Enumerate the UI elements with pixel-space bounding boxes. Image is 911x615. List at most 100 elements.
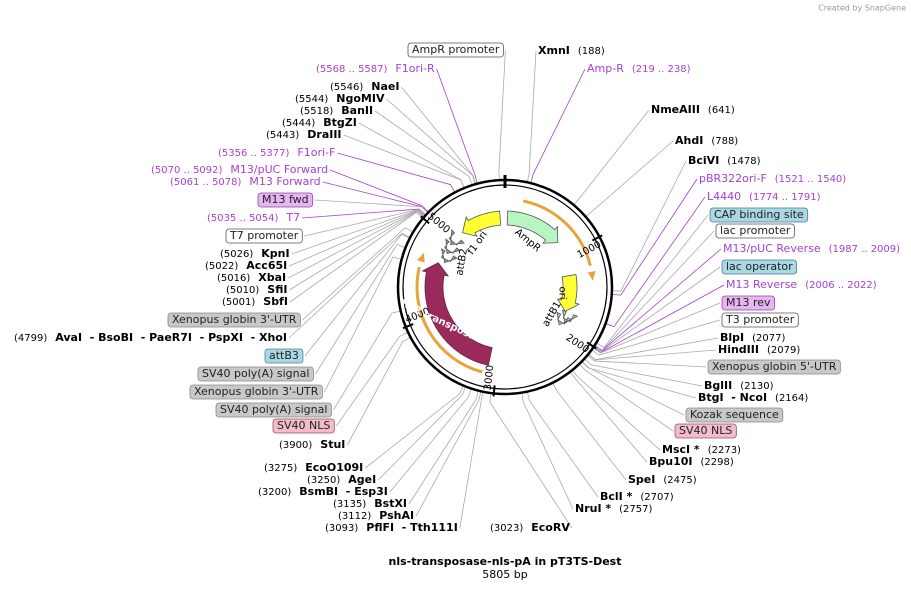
map-label: (5518) BanII xyxy=(300,104,373,117)
label-name: BlpI xyxy=(720,331,744,344)
orf-arrow xyxy=(417,252,425,263)
map-label: NruI * (2757) xyxy=(575,502,652,515)
label-position: (3200) xyxy=(258,487,291,498)
label-name: HindIII xyxy=(718,343,759,356)
leader-line xyxy=(337,152,455,192)
feature-arrow xyxy=(556,274,581,312)
leader-line xyxy=(489,394,573,529)
map-label: (5001) SbfI xyxy=(222,295,288,308)
map-label: (3023) EcoRV xyxy=(490,521,570,534)
label-position: (2475) xyxy=(663,475,696,486)
leader-line xyxy=(322,181,428,213)
leader-line xyxy=(530,68,586,183)
label-name: BtgI - NcoI xyxy=(698,391,767,404)
feature-arrow xyxy=(444,238,461,254)
label-position: (2130) xyxy=(740,381,773,392)
label-position: (3275) xyxy=(264,463,297,474)
label-name: M13/pUC Forward xyxy=(230,163,328,176)
label-position: (5356 .. 5377) xyxy=(218,148,290,159)
ring-tick-label: 2000 xyxy=(564,332,591,355)
label-name: M13 Reverse xyxy=(726,278,797,291)
feature-arrow xyxy=(556,311,573,326)
label-name: BstXI xyxy=(374,497,407,510)
label-name: BclI * xyxy=(600,490,633,503)
label-position: (1478) xyxy=(727,156,760,167)
leader-line xyxy=(595,248,722,352)
label-position: (5443) xyxy=(266,130,299,141)
map-label: (5035 .. 5054) T7 xyxy=(207,211,300,224)
label-position: (2707) xyxy=(640,492,673,503)
leader-line xyxy=(593,284,725,354)
label-name: XmnI xyxy=(538,44,570,57)
leader-line xyxy=(606,196,706,328)
label-position: (5444) xyxy=(282,118,315,129)
map-label: Bpu10I (2298) xyxy=(649,455,734,468)
map-label: pBR322ori-F (1521 .. 1540) xyxy=(699,172,846,185)
orf-arc xyxy=(415,266,483,374)
leader-line xyxy=(436,68,478,183)
label-name: BsmBI - Esp3I xyxy=(299,485,388,498)
label-position: (5035 .. 5054) xyxy=(207,213,279,224)
leader-line xyxy=(596,214,709,349)
map-label: BclI * (2707) xyxy=(600,490,674,503)
feature-name: Xenopus globin 5'-UTR xyxy=(712,360,837,373)
map-label: Xenopus globin 3'-UTR xyxy=(167,312,301,328)
feature-box xyxy=(407,42,504,58)
label-position: (5010) xyxy=(226,285,259,296)
label-name: EcoRV xyxy=(531,521,570,534)
leader-line xyxy=(459,392,484,529)
map-label: (3275) EcoO109I xyxy=(264,461,363,474)
map-label: (3093) PflFI - Tth111I xyxy=(325,521,458,534)
label-name: SpeI xyxy=(628,473,655,486)
label-name: DraIII xyxy=(307,128,341,141)
label-position: (3023) xyxy=(490,523,523,534)
feature-box xyxy=(189,384,323,400)
feature-box xyxy=(709,207,809,223)
leader-line xyxy=(329,169,429,212)
leader-line xyxy=(289,209,425,267)
feature-box xyxy=(264,348,304,364)
leader-line xyxy=(612,178,698,296)
map-label: Xenopus globin 5'-UTR xyxy=(707,359,841,375)
leader-line xyxy=(324,256,401,393)
leader-line xyxy=(304,233,409,357)
label-name: M13 Forward xyxy=(249,175,320,188)
map-label: M13 Reverse (2006 .. 2022) xyxy=(726,278,877,291)
label-name: MscI * xyxy=(662,443,700,456)
map-label: (5061 .. 5078) M13 Forward xyxy=(170,175,321,188)
feature-label: attB2 xyxy=(454,248,470,277)
label-position: (3250) xyxy=(307,475,340,486)
label-position: (1774 .. 1791) xyxy=(749,192,821,203)
feature-arrow xyxy=(421,262,493,366)
leader-line xyxy=(586,140,674,217)
label-name: NruI * xyxy=(575,502,611,515)
leader-line xyxy=(579,364,674,432)
feature-name: T7 promoter xyxy=(229,229,299,242)
leader-line xyxy=(358,122,465,188)
feature-name: attB3 xyxy=(269,349,299,362)
leader-line xyxy=(304,208,426,237)
leader-line xyxy=(389,389,472,493)
title: nls-transposase-nls-pA in pT3TS-Dest xyxy=(389,555,622,568)
feature-arrow xyxy=(561,309,579,324)
feature-name: CAP binding site xyxy=(714,208,804,221)
map-label: CAP binding site xyxy=(709,207,809,223)
feature-box xyxy=(272,418,335,434)
label-position: (3112) xyxy=(338,511,371,522)
leader-line xyxy=(302,227,413,321)
label-position: (219 .. 238) xyxy=(632,64,691,75)
ring-tick xyxy=(420,215,430,225)
leader-line xyxy=(527,392,599,498)
feature-arrow xyxy=(440,248,458,264)
feature-label: ori xyxy=(557,287,568,300)
feature-box xyxy=(721,259,798,275)
ring-tick xyxy=(402,323,414,330)
map-label: (5026) KpnI xyxy=(220,247,290,260)
map-label: SV40 NLS xyxy=(674,423,737,439)
label-name: SbfI xyxy=(263,295,288,308)
map-label: L4440 (1774 .. 1791) xyxy=(707,190,821,203)
label-position: (2079) xyxy=(767,345,800,356)
feature-name: Xenopus globin 3'-UTR xyxy=(194,385,319,398)
map-label: (3112) PshAI xyxy=(338,509,414,522)
feature-name: T3 promoter xyxy=(725,313,795,326)
